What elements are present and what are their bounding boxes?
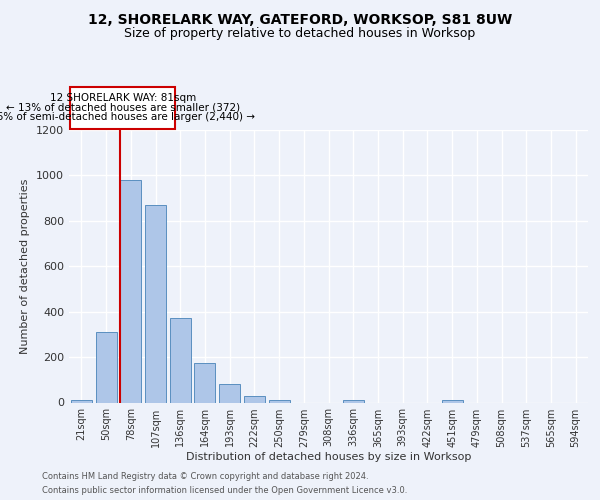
Text: 86% of semi-detached houses are larger (2,440) →: 86% of semi-detached houses are larger (…: [0, 112, 255, 122]
Bar: [244, 396, 265, 402]
Text: 12, SHORELARK WAY, GATEFORD, WORKSOP, S81 8UW: 12, SHORELARK WAY, GATEFORD, WORKSOP, S8…: [88, 12, 512, 26]
Bar: [71, 400, 92, 402]
Bar: [219, 384, 240, 402]
Text: Size of property relative to detached houses in Worksop: Size of property relative to detached ho…: [124, 28, 476, 40]
Y-axis label: Number of detached properties: Number of detached properties: [20, 178, 31, 354]
X-axis label: Distribution of detached houses by size in Worksop: Distribution of detached houses by size …: [186, 452, 471, 462]
Bar: [194, 363, 215, 403]
Text: ← 13% of detached houses are smaller (372): ← 13% of detached houses are smaller (37…: [5, 102, 240, 113]
Bar: [442, 400, 463, 402]
Bar: [343, 400, 364, 402]
Bar: [145, 205, 166, 402]
Bar: [269, 400, 290, 402]
Bar: [120, 180, 141, 402]
FancyBboxPatch shape: [70, 87, 175, 129]
Text: Contains public sector information licensed under the Open Government Licence v3: Contains public sector information licen…: [42, 486, 407, 495]
Bar: [170, 318, 191, 402]
Text: 12 SHORELARK WAY: 81sqm: 12 SHORELARK WAY: 81sqm: [50, 92, 196, 102]
Bar: [95, 332, 116, 402]
Text: Contains HM Land Registry data © Crown copyright and database right 2024.: Contains HM Land Registry data © Crown c…: [42, 472, 368, 481]
